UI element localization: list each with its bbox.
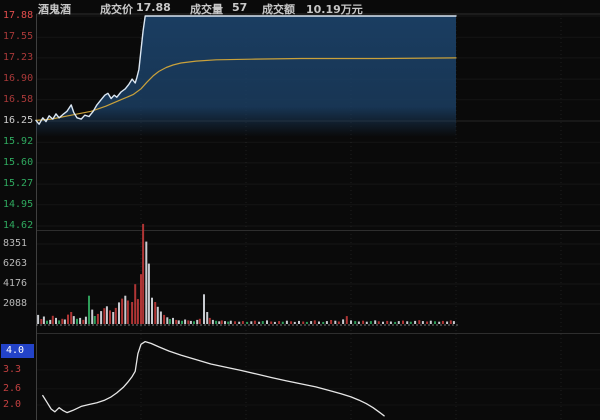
trade-price-label: 成交价: [100, 3, 133, 16]
trade-price-value: 17.88: [136, 1, 171, 14]
trade-volume-value: 57: [232, 1, 248, 14]
turnover-label: 成交额: [262, 3, 295, 16]
quote-header: 酒鬼酒 成交价 17.88 成交量 57 成交额 10.19万元: [0, 0, 600, 16]
stock-name[interactable]: 酒鬼酒: [38, 3, 71, 16]
trade-volume-label: 成交量: [190, 3, 223, 16]
turnover-value: 10.19万元: [306, 3, 363, 16]
